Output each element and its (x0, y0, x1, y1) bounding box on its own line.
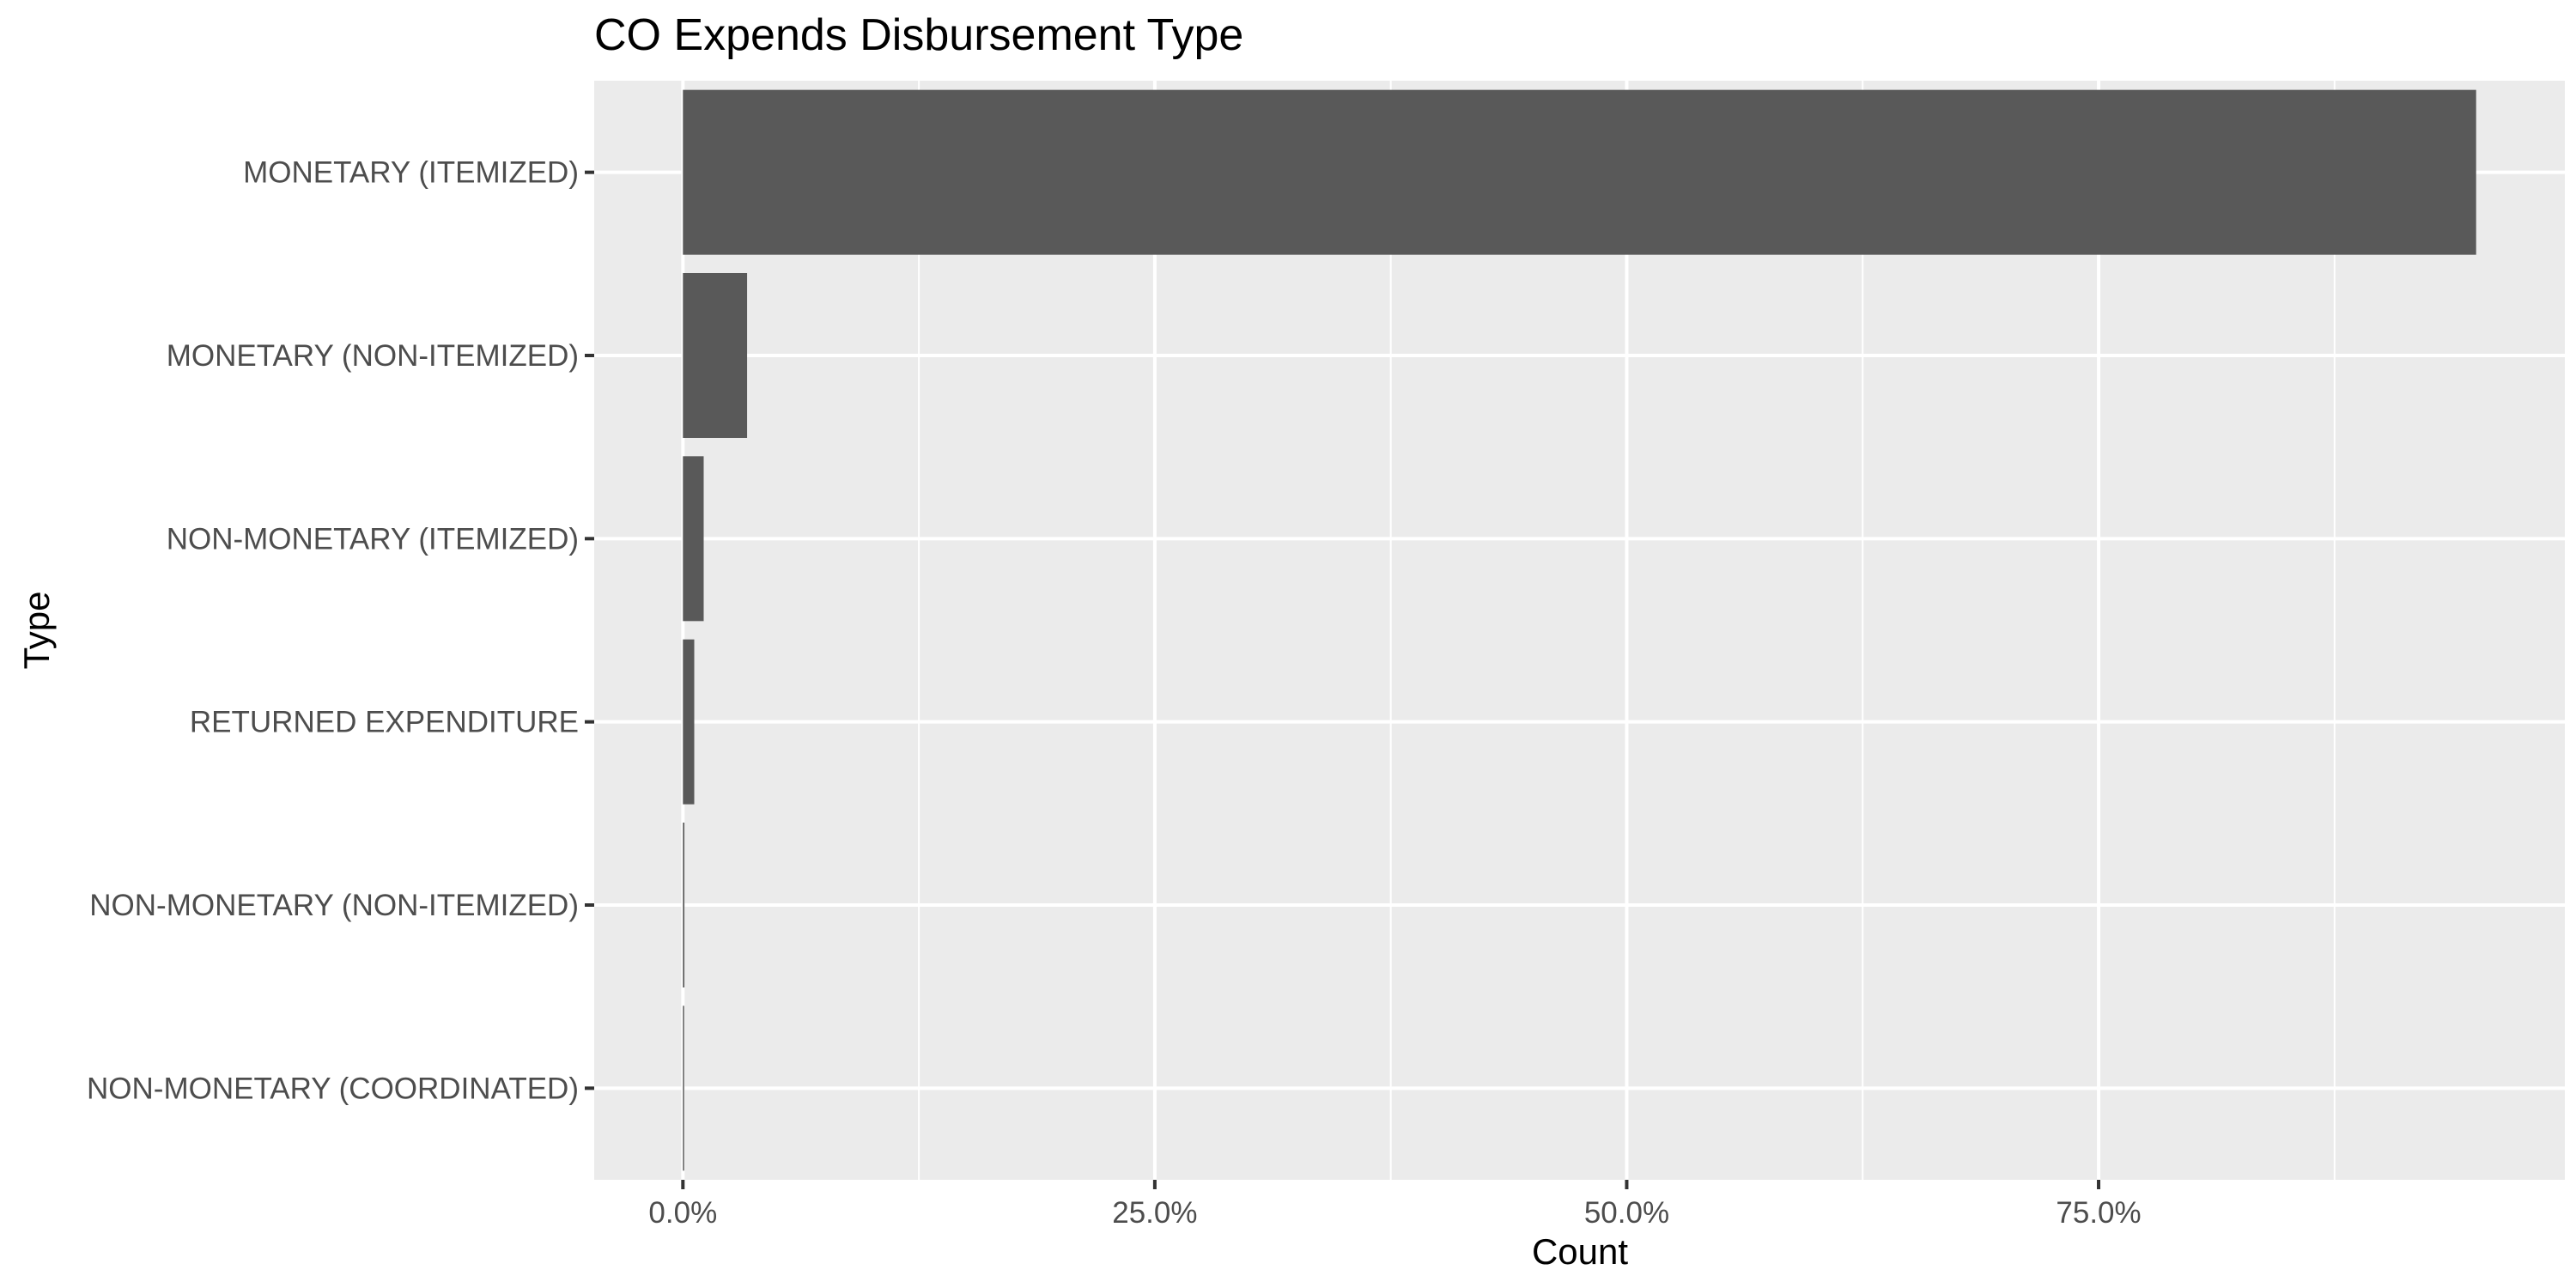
y-tick-label: NON-MONETARY (NON-ITEMIZED) (89, 889, 579, 922)
x-tick-label: 0.0% (648, 1196, 717, 1230)
y-tick-label: NON-MONETARY (ITEMIZED) (167, 522, 579, 556)
y-axis: MONETARY (ITEMIZED) MONETARY (NON-ITEMIZE… (87, 156, 594, 1105)
bars (683, 89, 2476, 1171)
x-axis: 0.0% 25.0% 50.0% 75.0% (648, 1180, 2142, 1230)
bar (683, 456, 704, 622)
plot-panel (594, 81, 2565, 1180)
bar (683, 823, 685, 987)
x-tick-label: 75.0% (2056, 1196, 2141, 1230)
y-tick-label: NON-MONETARY (COORDINATED) (87, 1072, 579, 1105)
x-tick-label: 50.0% (1584, 1196, 1669, 1230)
bar (683, 639, 695, 805)
bar (683, 1005, 684, 1171)
y-tick-label: MONETARY (ITEMIZED) (243, 156, 579, 190)
bar (683, 273, 748, 438)
y-tick-label: RETURNED EXPENDITURE (190, 706, 579, 739)
x-axis-title: Count (1532, 1231, 1628, 1272)
chart-title: CO Expends Disbursement Type (594, 10, 1243, 60)
y-axis-title: Type (16, 591, 57, 669)
x-tick-label: 25.0% (1112, 1196, 1197, 1230)
bar (683, 89, 2476, 255)
y-tick-label: MONETARY (NON-ITEMIZED) (167, 339, 579, 373)
minor-gridlines (918, 81, 2336, 1180)
